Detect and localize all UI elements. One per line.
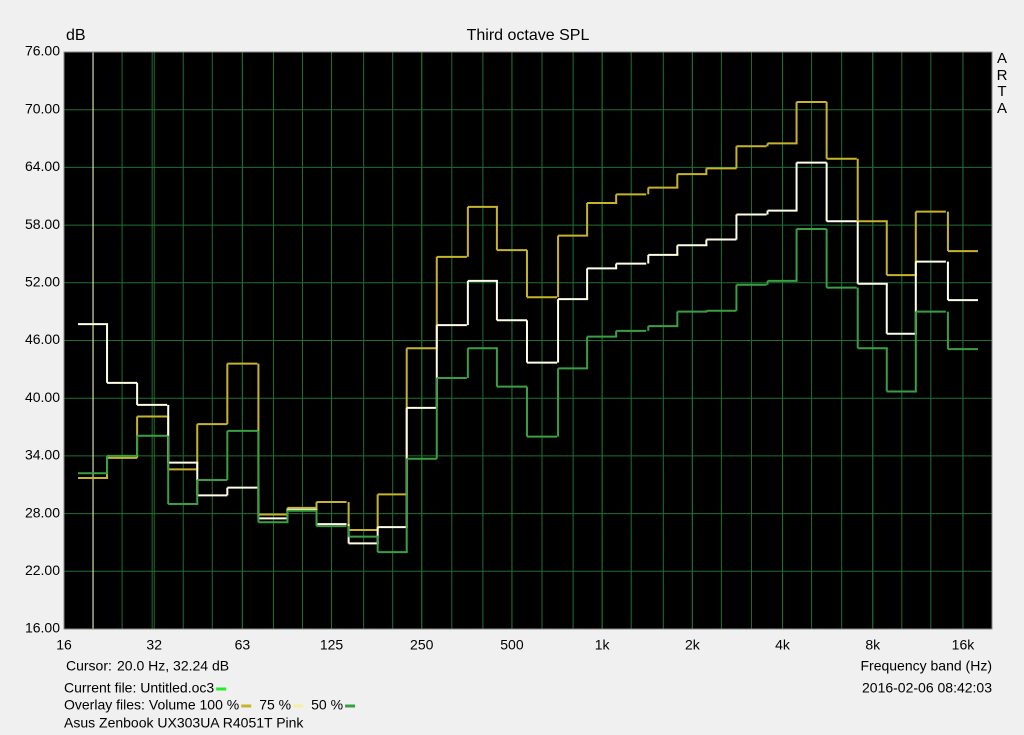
y-tick-label: 52.00 <box>25 274 60 290</box>
y-tick-label: 76.00 <box>25 43 60 59</box>
y-tick-label: 64.00 <box>25 158 60 174</box>
x-tick-label: 16k <box>952 637 976 653</box>
timestamp: 2016-02-06 08:42:03 <box>862 680 992 696</box>
y-axis-label: dB <box>66 27 86 44</box>
legend-label: Volume 100 % <box>149 697 239 713</box>
plot-border <box>63 51 993 630</box>
y-tick-label: 34.00 <box>25 447 60 463</box>
x-tick-label: 2k <box>685 637 701 653</box>
x-tick-label: 32 <box>146 637 162 653</box>
y-tick-label: 70.00 <box>25 100 60 116</box>
x-tick-label: 500 <box>500 637 524 653</box>
y-tick-label: 22.00 <box>25 562 60 578</box>
description: Asus Zenbook UX303UA R4051T Pink <box>64 715 304 731</box>
x-tick-label: 4k <box>775 637 791 653</box>
x-tick-label: 125 <box>320 637 344 653</box>
x-tick-label: 8k <box>865 637 881 653</box>
y-tick-label: 58.00 <box>25 216 60 232</box>
y-tick-label: 28.00 <box>25 504 60 520</box>
y-tick-label: 46.00 <box>25 331 60 347</box>
y-tick-label: 40.00 <box>25 389 60 405</box>
legend-label: 75 % <box>259 697 291 713</box>
x-axis-label: Frequency band (Hz) <box>860 658 992 674</box>
x-tick-label: 63 <box>235 637 251 653</box>
watermark: ARTA <box>996 50 1008 117</box>
current-file: Current file: Untitled.oc3 <box>64 680 214 696</box>
cursor-label: Cursor: <box>66 658 112 674</box>
overlay-label: Overlay files: <box>64 697 145 713</box>
legend-label: 50 % <box>311 697 343 713</box>
x-tick-label: 250 <box>410 637 434 653</box>
x-tick-label: 16 <box>56 637 72 653</box>
y-tick-label: 16.00 <box>25 620 60 636</box>
chart-title: Third octave SPL <box>467 27 590 44</box>
x-tick-label: 1k <box>595 637 611 653</box>
cursor-readout: 20.0 Hz, 32.24 dB <box>117 658 229 674</box>
